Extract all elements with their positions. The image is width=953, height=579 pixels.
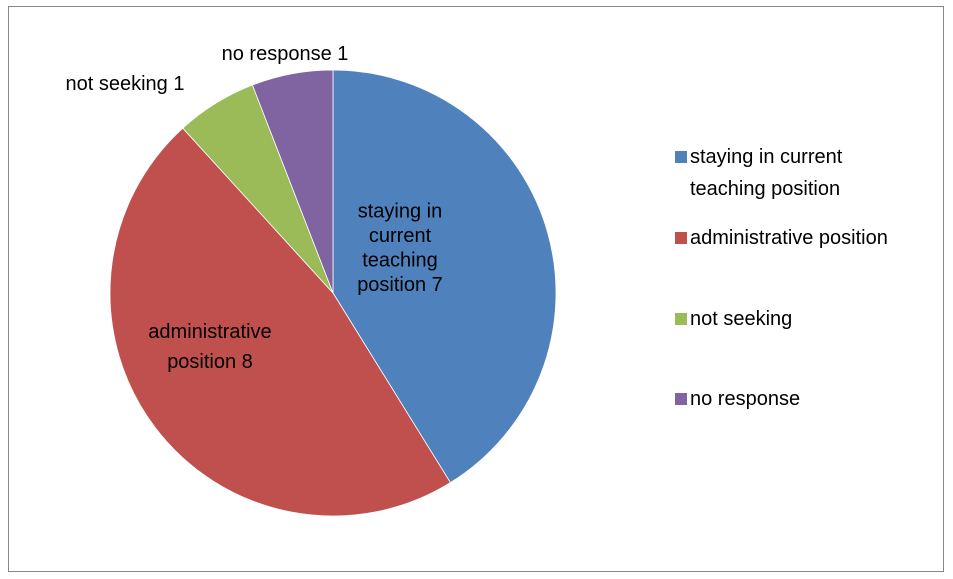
legend-label-administrative: administrative position — [690, 227, 888, 249]
data-label-staying: staying in current teaching position 7 — [357, 200, 443, 296]
pie-slice-no-response — [251, 69, 334, 294]
legend-label-no-response: no response — [690, 388, 800, 410]
legend-entry-administrative: administrative position — [675, 227, 888, 249]
pie-slice-administrative — [109, 127, 451, 517]
legend-entry-staying: staying in current teaching position — [675, 146, 843, 200]
pie-slices — [109, 69, 557, 517]
legend-entry-no-response: no response — [675, 388, 800, 410]
data-label-not-seeking: not seeking 1 — [66, 73, 185, 95]
legend-swatch-not-seeking — [675, 313, 687, 325]
pie-slice-staying — [332, 69, 557, 484]
legend-label-staying: staying in current teaching position — [690, 146, 843, 200]
legend-label-not-seeking: not seeking — [690, 308, 792, 330]
legend-entry-not-seeking: not seeking — [675, 308, 792, 330]
legend-swatch-no-response — [675, 393, 687, 405]
data-label-no-response: no response 1 — [222, 43, 349, 65]
data-label-administrative: administrative position 8 — [148, 321, 271, 373]
legend: staying in current teaching position admin… — [675, 146, 888, 410]
legend-swatch-administrative — [675, 232, 687, 244]
legend-swatch-staying — [675, 151, 687, 163]
pie-data-labels: staying in current teaching position 7 admin… — [66, 43, 443, 373]
